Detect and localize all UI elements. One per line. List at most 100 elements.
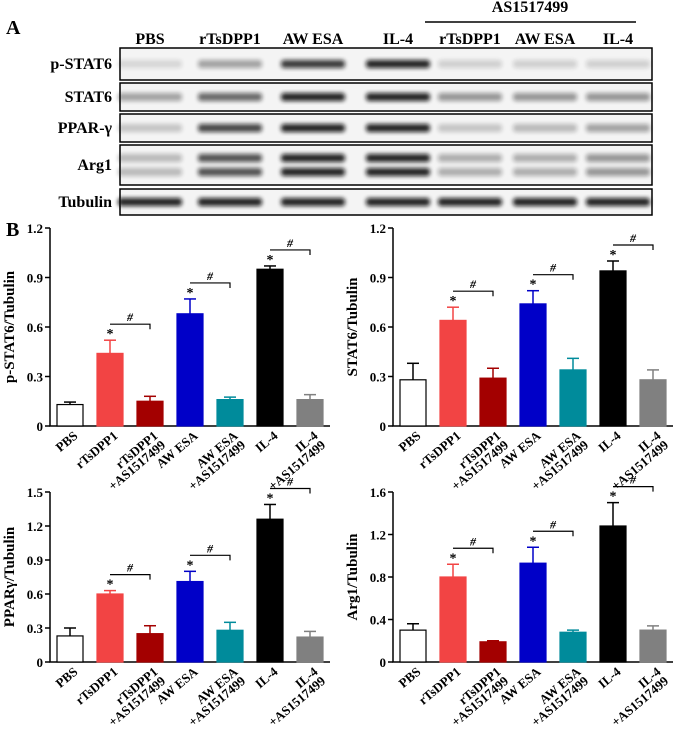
row-label: Tubulin — [58, 194, 112, 211]
y-tick-label: 1.2 — [370, 221, 386, 236]
band — [198, 60, 262, 68]
bar — [439, 319, 467, 427]
band — [281, 154, 345, 162]
bar — [559, 631, 587, 663]
y-tick-label: 0.6 — [27, 320, 44, 335]
row-label: Arg1 — [77, 157, 112, 174]
bar — [216, 629, 244, 663]
x-tick-label: rTsDPP1 — [415, 664, 463, 708]
x-tick-label: IL-4 — [595, 664, 624, 692]
bar — [56, 635, 84, 663]
y-axis-label: p-STAT6/Tubulin — [2, 270, 18, 383]
band — [438, 198, 502, 206]
band — [513, 198, 577, 206]
band — [198, 154, 262, 162]
band — [438, 154, 502, 162]
row-label: STAT6 — [65, 89, 112, 106]
band — [366, 168, 430, 176]
bracket-label: # — [629, 231, 637, 245]
band — [281, 124, 345, 132]
bracket — [270, 249, 311, 255]
x-tick-label: IL-4 — [595, 428, 624, 456]
band — [281, 198, 345, 206]
bar — [96, 593, 124, 663]
bracket — [270, 487, 311, 494]
band — [366, 93, 430, 101]
band — [438, 93, 502, 101]
band — [281, 93, 345, 101]
x-tick-label: PBS — [53, 664, 81, 691]
y-tick-label: 0.4 — [370, 613, 387, 628]
panel-label: A — [6, 17, 21, 39]
bracket — [110, 323, 151, 330]
band — [513, 124, 577, 132]
y-tick-label: 0.3 — [370, 370, 387, 385]
bar — [639, 629, 667, 663]
band — [438, 60, 502, 68]
blot: PBS rTsDPP1 AW ESA IL-4 rTsDPP1 AW ESA IL-4 p-S… — [50, 31, 653, 216]
bracket-label: # — [549, 517, 557, 531]
band — [198, 198, 262, 206]
bar — [479, 377, 507, 427]
bar — [136, 633, 164, 663]
bracket — [190, 554, 231, 561]
x-tick-label: IL-4 — [252, 664, 281, 692]
band — [586, 60, 650, 68]
bracket — [613, 244, 654, 250]
significance-star: * — [610, 248, 617, 263]
y-tick-label: 0.9 — [370, 271, 387, 286]
lane-label: IL-4 — [603, 31, 633, 48]
band — [366, 198, 430, 206]
y-tick-label: 0 — [380, 419, 387, 434]
panel-label: B — [6, 219, 19, 241]
bar — [559, 369, 587, 427]
y-tick-label: 1.2 — [27, 519, 43, 534]
bracket-label: # — [629, 473, 637, 487]
x-tick-label: rTsDPP1 — [415, 428, 463, 472]
band — [118, 168, 182, 176]
bar — [599, 270, 627, 427]
bracket-label: # — [286, 236, 294, 250]
bar — [439, 576, 467, 663]
row-label: p-STAT6 — [50, 56, 112, 73]
band — [281, 60, 345, 68]
y-tick-label: 0 — [37, 655, 44, 670]
bracket — [453, 547, 494, 554]
band — [118, 93, 182, 101]
band — [281, 168, 345, 176]
lane-label: rTsDPP1 — [439, 31, 501, 48]
band — [118, 154, 182, 162]
y-tick-label: 0.6 — [370, 320, 387, 335]
y-tick-label: 0.8 — [370, 570, 387, 585]
y-tick-label: 0 — [37, 419, 44, 434]
y-tick-label: 1.2 — [27, 221, 43, 236]
significance-star: * — [530, 534, 537, 549]
bar — [56, 403, 84, 427]
band — [438, 168, 502, 176]
bracket-label: # — [286, 474, 294, 488]
bar — [519, 303, 547, 427]
row-label: PPAR-γ — [58, 120, 113, 137]
bracket-label: # — [126, 561, 134, 575]
bracket — [453, 290, 494, 297]
bar — [256, 518, 284, 663]
x-tick-label: PBS — [53, 428, 81, 455]
bracket — [110, 574, 151, 580]
band — [366, 154, 430, 162]
bar — [176, 313, 204, 427]
band — [198, 93, 262, 101]
band — [586, 168, 650, 176]
y-tick-label: 0.6 — [27, 587, 44, 602]
significance-star: * — [530, 278, 537, 293]
bar — [176, 580, 204, 663]
significance-star: * — [267, 491, 274, 506]
bar — [296, 636, 324, 663]
significance-star: * — [107, 578, 114, 593]
significance-star: * — [450, 551, 457, 566]
band — [198, 168, 262, 176]
y-axis-label: STAT6/Tubulin — [345, 277, 361, 377]
y-tick-label: 0.3 — [27, 621, 44, 636]
band — [513, 154, 577, 162]
band — [513, 93, 577, 101]
significance-star: * — [267, 253, 274, 268]
